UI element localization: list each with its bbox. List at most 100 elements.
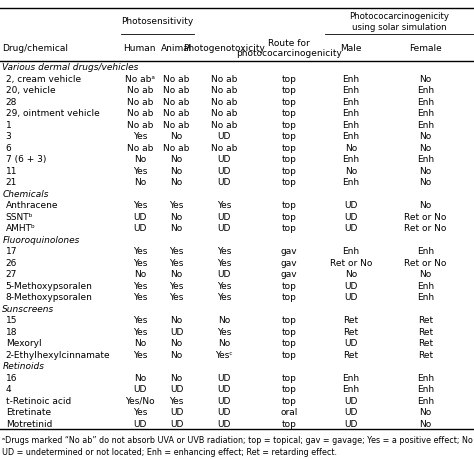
Text: Ret: Ret xyxy=(343,327,358,336)
Text: top: top xyxy=(282,350,297,359)
Text: Yes: Yes xyxy=(133,293,147,302)
Text: No abᵃ: No abᵃ xyxy=(125,75,155,84)
Text: Yes: Yes xyxy=(217,258,231,267)
Text: SSNTᵇ: SSNTᵇ xyxy=(6,213,33,221)
Text: No ab: No ab xyxy=(127,98,153,106)
Text: No: No xyxy=(171,316,182,325)
Text: No ab: No ab xyxy=(127,86,153,95)
Text: No ab: No ab xyxy=(164,98,190,106)
Text: No: No xyxy=(171,350,182,359)
Text: Enh: Enh xyxy=(342,98,359,106)
Text: Animal: Animal xyxy=(161,44,192,53)
Text: top: top xyxy=(282,396,297,405)
Text: No: No xyxy=(419,178,431,187)
Text: No: No xyxy=(171,373,182,382)
Text: No ab: No ab xyxy=(127,144,153,152)
Text: UD: UD xyxy=(344,396,357,405)
Text: top: top xyxy=(282,98,297,106)
Text: 1: 1 xyxy=(6,121,11,129)
Text: Ret: Ret xyxy=(343,316,358,325)
Text: top: top xyxy=(282,339,297,347)
Text: Enh: Enh xyxy=(342,109,359,118)
Text: UD: UD xyxy=(217,419,231,428)
Text: UD: UD xyxy=(170,408,183,416)
Text: Enh: Enh xyxy=(342,121,359,129)
Text: Human: Human xyxy=(124,44,156,53)
Text: Ret or No: Ret or No xyxy=(404,258,447,267)
Text: 2-Ethylhexylcinnamate: 2-Ethylhexylcinnamate xyxy=(6,350,110,359)
Text: Chemicals: Chemicals xyxy=(2,190,49,198)
Text: No: No xyxy=(419,75,431,84)
Text: Enh: Enh xyxy=(417,155,434,164)
Text: Yes: Yes xyxy=(133,408,147,416)
Text: top: top xyxy=(282,144,297,152)
Text: Yes: Yes xyxy=(133,281,147,290)
Text: Various dermal drugs/vehicles: Various dermal drugs/vehicles xyxy=(2,63,139,72)
Text: 4: 4 xyxy=(6,385,11,393)
Text: UD: UD xyxy=(133,385,146,393)
Text: UD: UD xyxy=(217,408,231,416)
Text: UD: UD xyxy=(217,385,231,393)
Text: Ret: Ret xyxy=(343,350,358,359)
Text: UD: UD xyxy=(344,339,357,347)
Text: No: No xyxy=(171,339,182,347)
Text: top: top xyxy=(282,121,297,129)
Text: Ret: Ret xyxy=(418,339,433,347)
Text: Ret: Ret xyxy=(418,350,433,359)
Text: 17: 17 xyxy=(6,247,17,256)
Text: 21: 21 xyxy=(6,178,17,187)
Text: No ab: No ab xyxy=(211,86,237,95)
Text: Route for
photococarcinogenicity: Route for photococarcinogenicity xyxy=(236,39,342,58)
Text: UD: UD xyxy=(217,224,231,233)
Text: No ab: No ab xyxy=(127,109,153,118)
Text: No: No xyxy=(218,316,230,325)
Text: Sunscreens: Sunscreens xyxy=(2,304,55,313)
Text: Mexoryl: Mexoryl xyxy=(6,339,41,347)
Text: No: No xyxy=(171,270,182,279)
Text: UD: UD xyxy=(344,281,357,290)
Text: Yes: Yes xyxy=(217,293,231,302)
Text: ᵃDrugs marked “No ab” do not absorb UVA or UVB radiation; top = topical; gav = g: ᵃDrugs marked “No ab” do not absorb UVA … xyxy=(2,435,474,444)
Text: gav: gav xyxy=(281,258,298,267)
Text: Anthracene: Anthracene xyxy=(6,201,58,210)
Text: Enh: Enh xyxy=(342,385,359,393)
Text: Ret or No: Ret or No xyxy=(329,258,372,267)
Text: Yes: Yes xyxy=(217,247,231,256)
Text: UD: UD xyxy=(217,167,231,175)
Text: No: No xyxy=(171,167,182,175)
Text: top: top xyxy=(282,316,297,325)
Text: top: top xyxy=(282,178,297,187)
Text: Enh: Enh xyxy=(342,75,359,84)
Text: Enh: Enh xyxy=(342,86,359,95)
Text: Yes: Yes xyxy=(133,132,147,141)
Text: Yes: Yes xyxy=(217,281,231,290)
Text: 2, cream vehicle: 2, cream vehicle xyxy=(6,75,81,84)
Text: Photogenotoxicity: Photogenotoxicity xyxy=(183,44,265,53)
Text: UD: UD xyxy=(217,396,231,405)
Text: Yes: Yes xyxy=(217,201,231,210)
Text: oral: oral xyxy=(281,408,298,416)
Text: No ab: No ab xyxy=(211,109,237,118)
Text: UD = undetermined or not located; Enh = enhancing effect; Ret = retarding effect: UD = undetermined or not located; Enh = … xyxy=(2,447,337,456)
Text: Ret or No: Ret or No xyxy=(404,224,447,233)
Text: No: No xyxy=(134,178,146,187)
Text: Enh: Enh xyxy=(342,247,359,256)
Text: UD: UD xyxy=(170,419,183,428)
Text: top: top xyxy=(282,75,297,84)
Text: Yesᶜ: Yesᶜ xyxy=(215,350,233,359)
Text: 28: 28 xyxy=(6,98,17,106)
Text: Enh: Enh xyxy=(342,373,359,382)
Text: No ab: No ab xyxy=(164,86,190,95)
Text: top: top xyxy=(282,373,297,382)
Text: UD: UD xyxy=(170,385,183,393)
Text: top: top xyxy=(282,385,297,393)
Text: Fluoroquinolones: Fluoroquinolones xyxy=(2,235,80,244)
Text: No: No xyxy=(419,167,431,175)
Text: UD: UD xyxy=(170,327,183,336)
Text: No: No xyxy=(419,201,431,210)
Text: Enh: Enh xyxy=(417,121,434,129)
Text: No: No xyxy=(345,144,357,152)
Text: 3: 3 xyxy=(6,132,11,141)
Text: AMHTᵇ: AMHTᵇ xyxy=(6,224,36,233)
Text: top: top xyxy=(282,224,297,233)
